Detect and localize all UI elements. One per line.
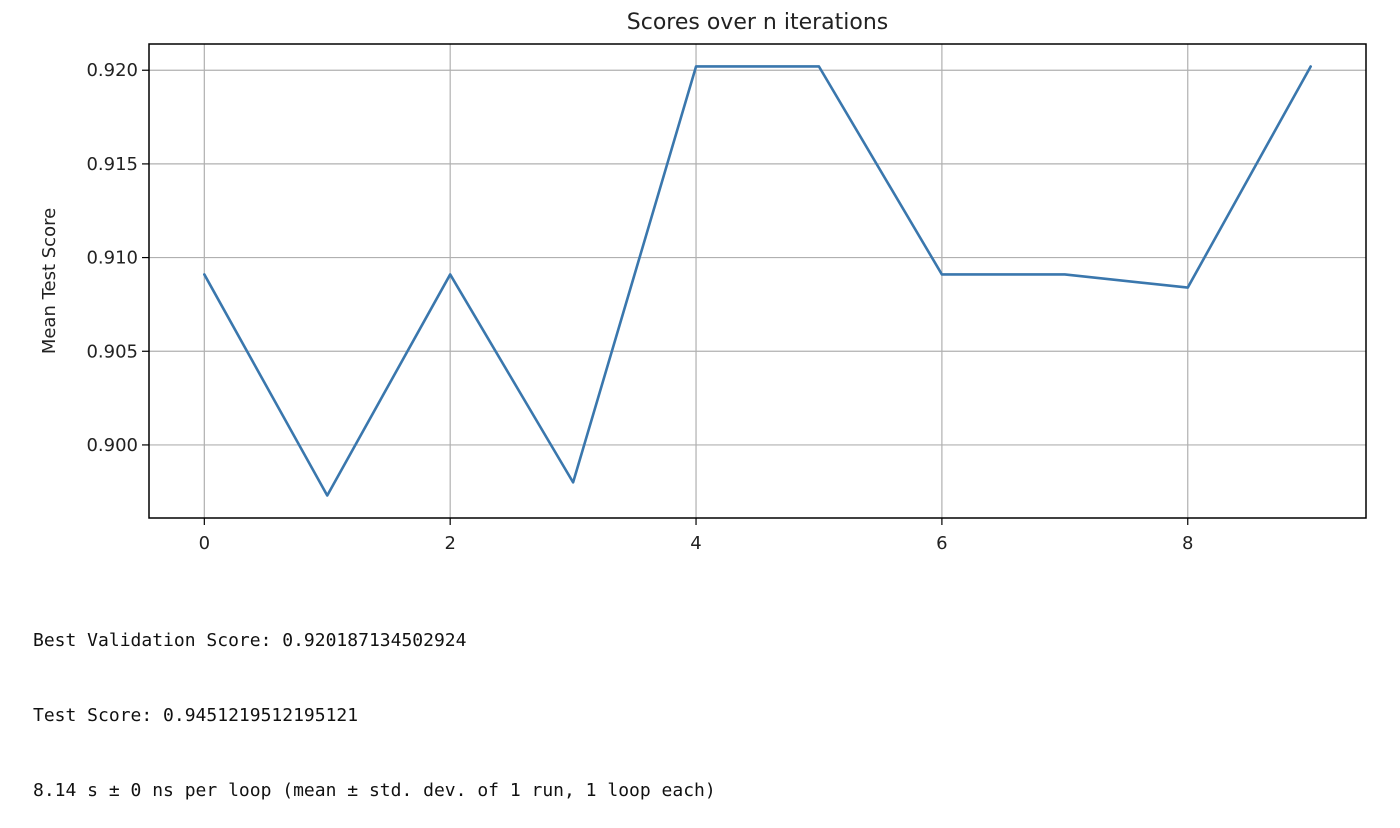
x-tick-label: 8 — [1182, 533, 1193, 554]
plot-frame — [148, 43, 1367, 519]
y-tick-label: 0.920 — [86, 60, 138, 81]
best-validation-score-line: Best Validation Score: 0.920187134502924 — [33, 630, 467, 651]
timing-line: 8.14 s ± 0 ns per loop (mean ± std. dev.… — [33, 780, 716, 801]
x-tick-label: 0 — [199, 533, 210, 554]
cell-output: Best Validation Score: 0.920187134502924… — [33, 578, 716, 828]
y-tick-label: 0.900 — [86, 435, 138, 456]
y-tick-label: 0.910 — [86, 248, 138, 269]
y-axis: 0.900 0.905 0.910 0.915 0.920 — [86, 60, 149, 456]
series-line-0 — [203, 65, 1312, 497]
y-tick-label: 0.915 — [86, 154, 138, 175]
chart-title: Scores over n iterations — [627, 10, 888, 35]
grid — [149, 44, 1366, 518]
x-tick-label: 4 — [690, 533, 701, 554]
x-tick-label: 2 — [444, 533, 455, 554]
y-axis-label: Mean Test Score — [39, 208, 60, 354]
test-score-line: Test Score: 0.9451219512195121 — [33, 705, 359, 726]
x-tick-label: 6 — [936, 533, 947, 554]
series-layer — [203, 65, 1312, 497]
x-axis: 0 2 4 6 8 — [199, 518, 1193, 554]
y-tick-label: 0.905 — [86, 341, 138, 362]
